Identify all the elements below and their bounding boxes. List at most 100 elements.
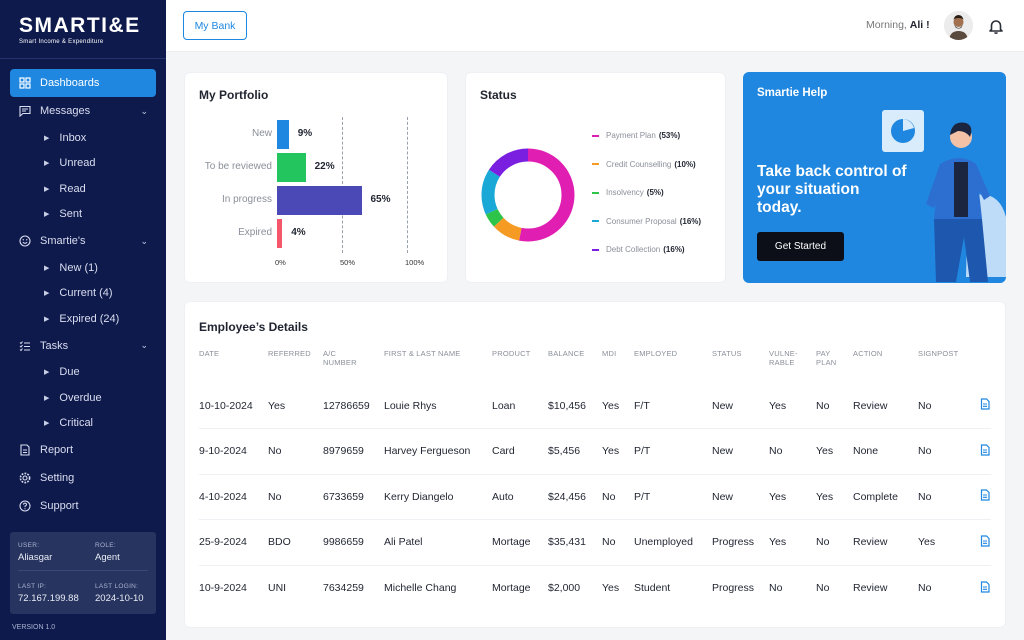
last-ip-value: 72.167.199.88 [18,593,79,604]
sidebar-subitem-read[interactable]: ▶ Read [10,176,156,202]
legend-label: Payment Plan [606,131,656,140]
document-icon[interactable] [979,535,991,550]
brand-name: SMARTI&E [19,14,141,37]
chevron-down-icon[interactable]: ⌄ [140,105,148,116]
table-cell: No [602,519,634,565]
smiley-icon [18,234,32,248]
bar-in-progress[interactable] [277,186,362,215]
sidebar-subitem-expired[interactable]: ▶ Expired (24) [10,306,156,332]
gridline [342,117,343,253]
table-cell: 10-9-2024 [199,564,268,611]
table-cell [979,519,991,565]
column-header: FIRST & LAST NAME [384,349,461,358]
legend-item: Credit Counselling (10%) [592,160,696,169]
table-cell: Card [492,428,548,474]
report-icon [18,443,32,457]
sidebar-subitem-sent[interactable]: ▶ Sent [10,202,156,228]
sidebar-subitem-label: Expired (24) [59,312,120,325]
table-cell: Complete [853,473,918,520]
caret-right-icon: ▶ [44,369,50,377]
table-cell: New [712,428,769,474]
sidebar-item-messages[interactable]: Messages ⌄ [10,97,156,125]
avatar[interactable] [944,11,973,40]
sidebar-item-support[interactable]: Support [10,492,156,520]
table-cell: 6733659 [323,473,384,520]
sidebar-subitem-inbox[interactable]: ▶ Inbox [10,125,156,151]
sidebar-subitem-new[interactable]: ▶ New (1) [10,255,156,281]
legend-label: Insolvency [606,188,644,197]
user-info-panel: USER: Aliasgar ROLE: Agent LAST IP: 72.1… [10,532,156,614]
sidebar-subitem-label: Current (4) [59,287,113,300]
sidebar-subitem-due[interactable]: ▶ Due [10,360,156,386]
bar-category-label: To be reviewed [204,161,272,172]
table-cell: P/T [634,473,712,520]
column-header: STATUS [712,349,742,358]
caret-right-icon: ▶ [44,211,50,219]
my-bank-button[interactable]: My Bank [183,11,247,40]
table-cell: New [712,399,734,412]
bar-category-label: New [251,128,272,139]
document-icon[interactable] [979,580,991,596]
table-cell: $5,456 [548,428,602,474]
table-cell: New [712,473,769,520]
document-icon[interactable] [979,444,991,459]
brand-logo[interactable]: SMARTI&E Smart Income & Expenditure [19,14,141,45]
table-row[interactable]: 25-9-2024 BDO 9986659 Ali Patel Mortage $35,4… [199,519,991,565]
donut-slice-consumer-proposal[interactable] [481,148,575,242]
message-icon [18,104,32,118]
bar-value-label: 65% [370,194,391,205]
legend-value: (16%) [663,245,685,254]
sidebar-subitem-overdue[interactable]: ▶ Overdue [10,385,156,411]
document-icon[interactable] [979,489,991,504]
sidebar-item-smarties[interactable]: Smartie's ⌄ [10,227,156,255]
sidebar-item-label: Support [40,500,79,512]
table-cell: Louie Rhys [384,399,437,412]
sidebar-subitem-current[interactable]: ▶ Current (4) [10,281,156,307]
table-row[interactable]: 10-10-2024 Yes 12786659 Louie Rhys Loan $10,4… [199,383,991,429]
chevron-down-icon[interactable]: ⌄ [140,235,148,246]
legend-swatch [592,248,599,251]
legend-label: Consumer Proposal [606,216,677,226]
bar-expired[interactable] [277,219,283,248]
table-cell: Student [634,564,712,611]
caret-right-icon: ▶ [44,134,50,142]
sidebar-subitem-label: Read [59,182,86,195]
card-title: Employee’s Details [199,320,308,334]
table-cell: 9986659 [323,519,384,565]
sidebar-item-dashboards[interactable]: Dashboards [10,69,156,97]
table-cell: $35,431 [548,519,602,565]
chevron-down-icon[interactable]: ⌄ [140,340,148,350]
legend-item: Debt Collection (16%) [592,245,685,254]
employee-details-card: Employee’s Details DATE REFERRED A/C NUMBER… [184,301,1006,628]
table-row[interactable]: 9-10-2024 No 8979659 Harvey Fergueson Card $5… [199,428,991,474]
legend-label: Credit Counselling [606,159,672,169]
legend-item: Payment Plan (53%) [592,131,680,140]
table-row[interactable]: 10-9-2024 UNI 7634259 Michelle Chang Mortage… [199,564,991,611]
sidebar-item-tasks[interactable]: Tasks ⌄ [10,332,156,360]
tasks-icon [18,339,32,353]
sidebar-subitem-critical[interactable]: ▶ Critical [10,411,156,437]
sidebar-item-report[interactable]: Report [10,436,156,464]
legend-value: (10%) [674,159,696,169]
bar-category-label: Expired [238,227,272,238]
column-header: BALANCE [548,349,585,358]
sidebar-item-setting[interactable]: Setting [10,464,156,492]
sidebar-nav: Dashboards Messages ⌄ ▶ Inbox ▶ Unread ▶ Re… [10,69,156,520]
legend-value: (16%) [679,216,702,226]
sidebar-subitem-unread[interactable]: ▶ Unread [10,151,156,177]
grid-icon [18,76,32,90]
bar-new[interactable] [277,120,289,149]
bar-to-be-reviewed[interactable] [277,153,306,182]
last-ip-label: LAST IP: [18,583,47,590]
table-cell: Auto [492,473,548,520]
table-cell: No [268,428,323,474]
column-header [979,349,991,383]
get-started-button[interactable]: Get Started [757,232,844,261]
sidebar-subitem-label: Critical [59,417,94,430]
donut-slice-debt-collection[interactable] [481,148,575,242]
document-icon[interactable] [979,398,991,413]
table-row[interactable]: 4-10-2024 No 6733659 Kerry Diangelo Auto $24,… [199,473,991,520]
table-cell: P/T [634,428,712,474]
axis-tick-label: 100% [405,258,425,267]
bell-icon[interactable] [987,17,1005,35]
